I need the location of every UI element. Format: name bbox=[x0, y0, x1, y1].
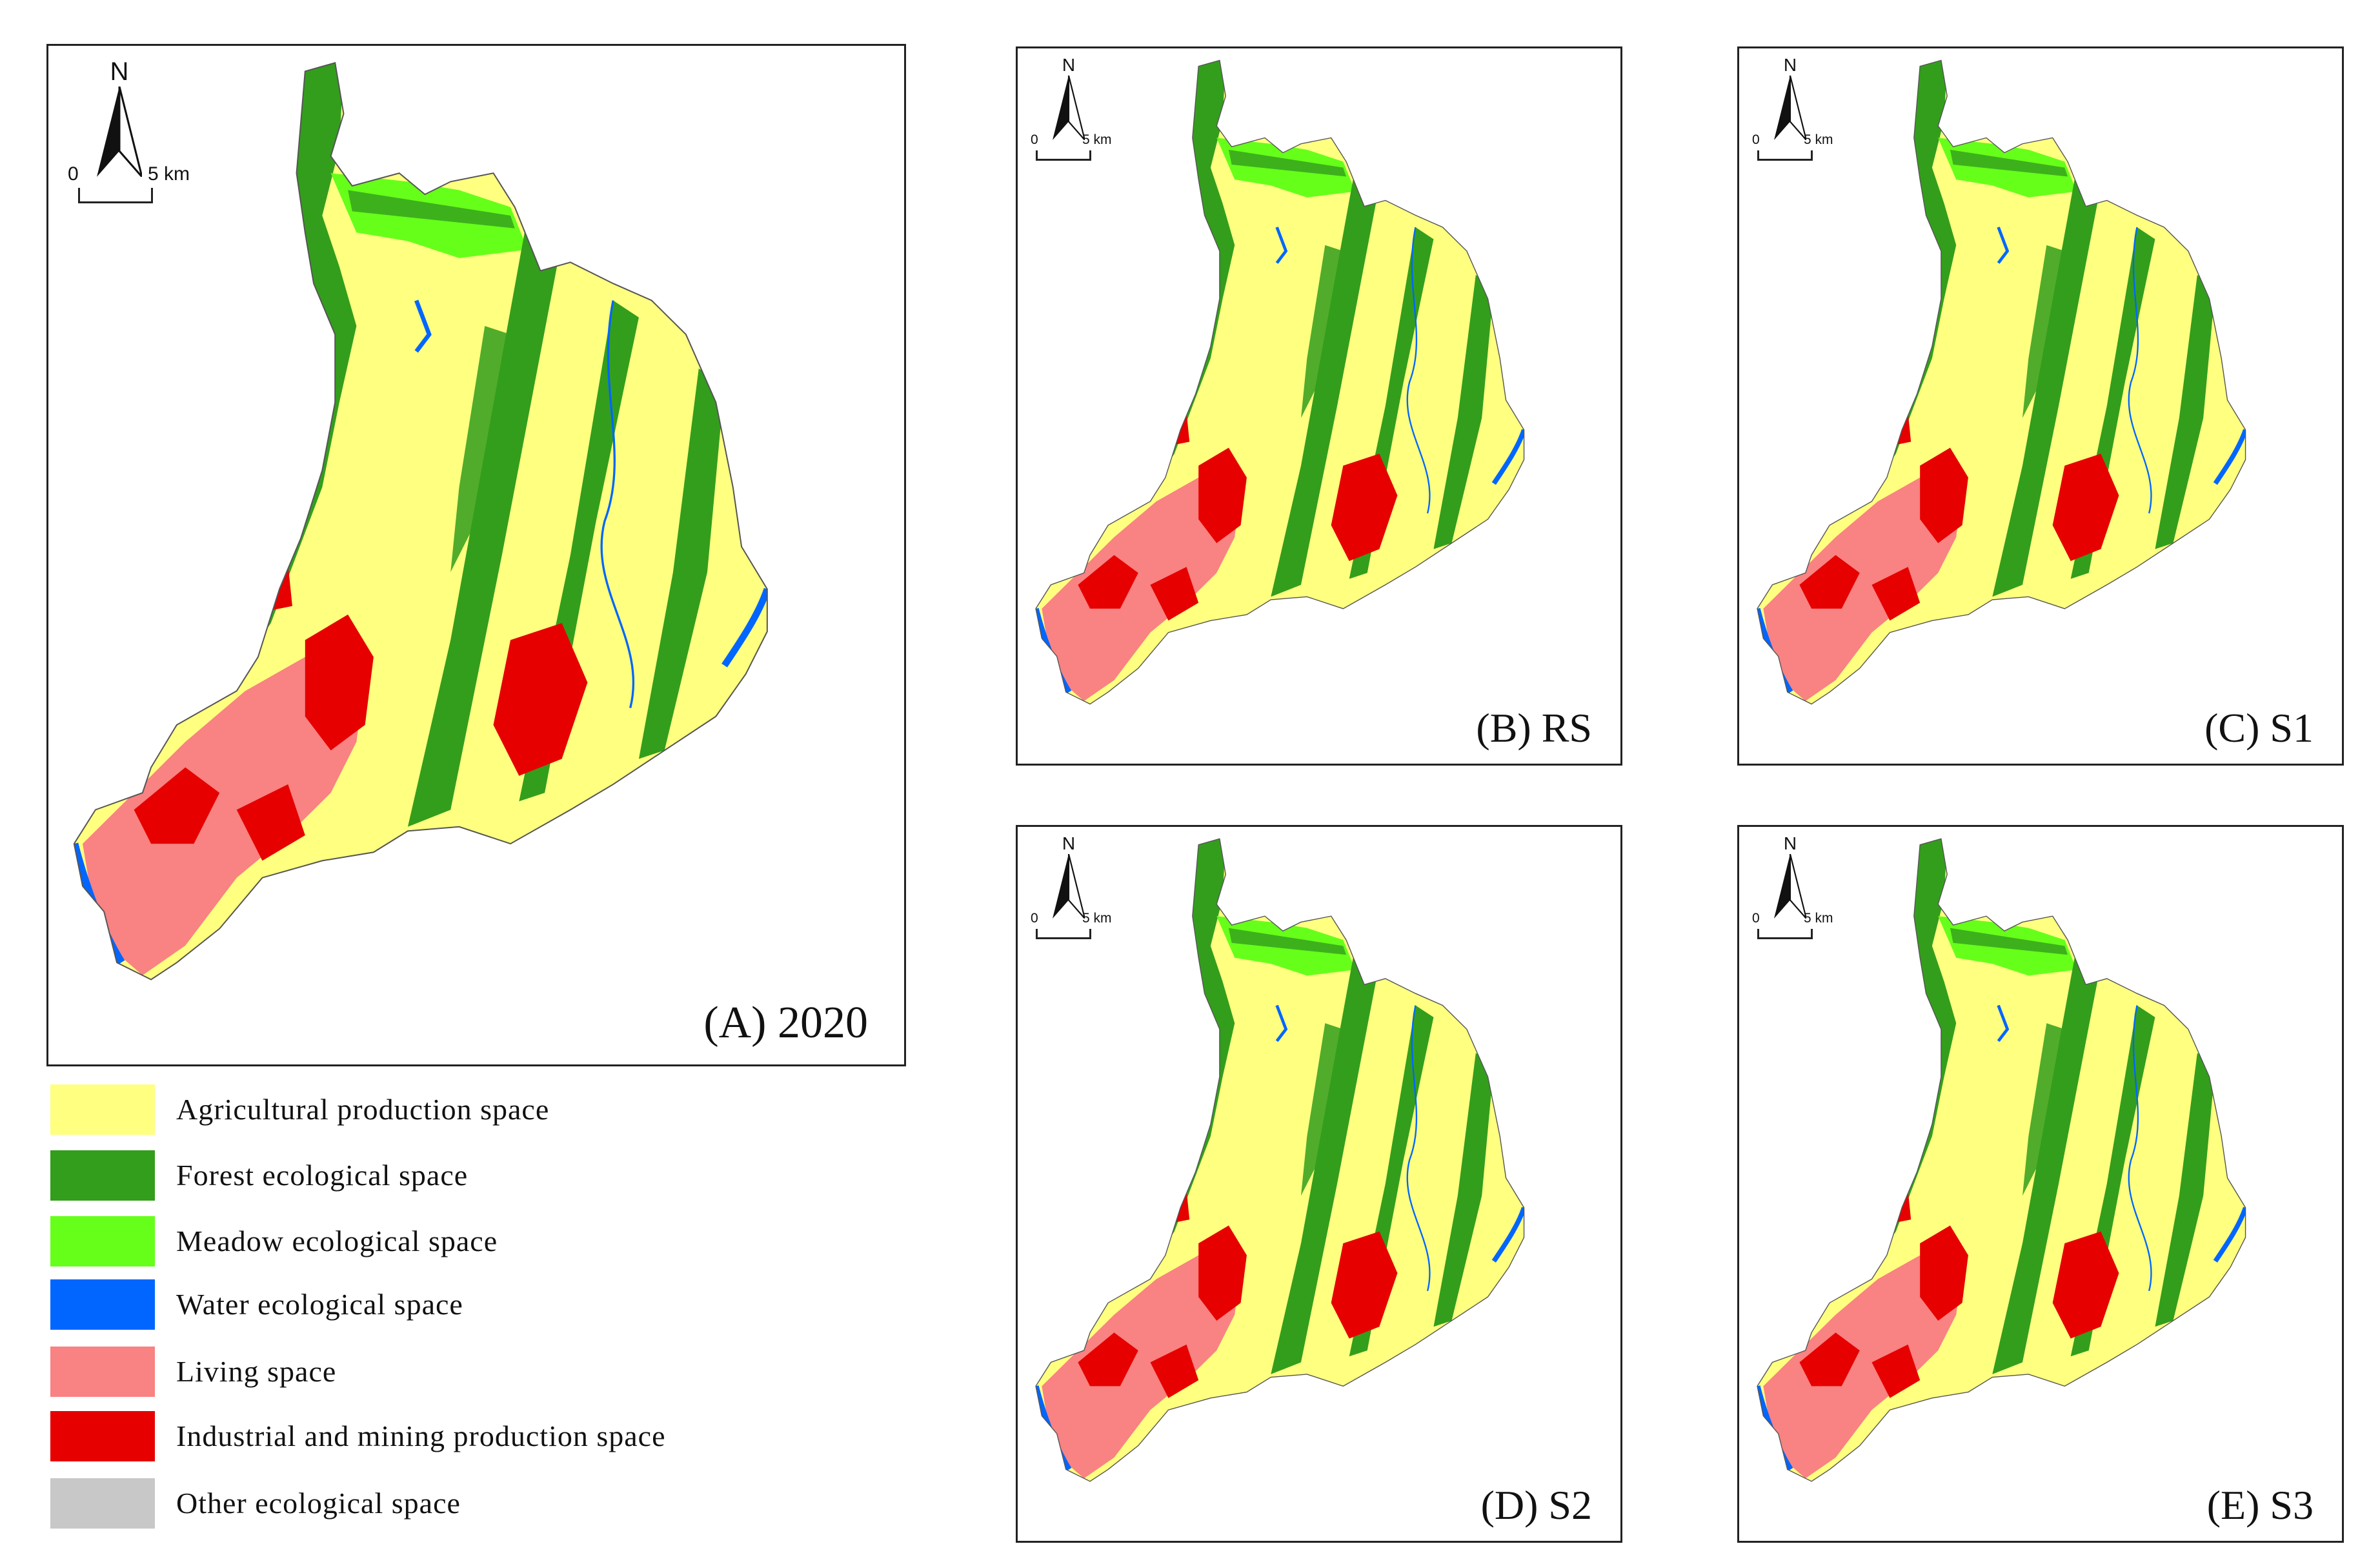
land-use-map-d bbox=[1035, 838, 1525, 1482]
land-use-map-c bbox=[1757, 59, 2246, 705]
north-arrow-icon bbox=[1774, 75, 1808, 141]
legend-swatch bbox=[50, 1216, 155, 1266]
legend-item-other: Other ecological space bbox=[50, 1478, 889, 1530]
north-label: N bbox=[1783, 833, 1797, 853]
legend-label: Other ecological space bbox=[176, 1487, 461, 1520]
legend-item-forest: Forest ecological space bbox=[50, 1150, 889, 1202]
north-arrow-d: N bbox=[1046, 833, 1091, 922]
north-arrow-icon bbox=[1053, 75, 1086, 141]
scale-bar-b: 0 5 km bbox=[1031, 132, 1121, 171]
scale-start: 0 bbox=[68, 163, 79, 185]
scale-start: 0 bbox=[1752, 132, 1760, 147]
legend-item-agricultural: Agricultural production space bbox=[50, 1084, 889, 1136]
scale-start: 0 bbox=[1752, 911, 1760, 926]
scale-bar-e: 0 5 km bbox=[1752, 911, 1842, 950]
map-panel-b: N 0 5 km (B) RS bbox=[1016, 46, 1622, 766]
legend-item-living: Living space bbox=[50, 1347, 889, 1398]
legend-swatch bbox=[50, 1084, 155, 1135]
north-arrow-c: N bbox=[1768, 55, 1813, 143]
legend-swatch bbox=[50, 1347, 155, 1397]
legend-swatch bbox=[50, 1411, 155, 1461]
scale-end: 5 km bbox=[1082, 911, 1112, 926]
legend-label: Water ecological space bbox=[176, 1288, 463, 1321]
legend-swatch bbox=[50, 1478, 155, 1529]
scale-bar-c: 0 5 km bbox=[1752, 132, 1842, 171]
scale-end: 5 km bbox=[1804, 911, 1833, 926]
map-panel-e: N 0 5 km (E) S3 bbox=[1737, 825, 2344, 1543]
map-panel-d: N 0 5 km (D) S2 bbox=[1016, 825, 1622, 1543]
panel-label-d: (D) S2 bbox=[1480, 1482, 1592, 1528]
legend-label: Agricultural production space bbox=[176, 1093, 550, 1126]
scale-end: 5 km bbox=[1082, 132, 1112, 147]
scale-bar-a: 0 5 km bbox=[68, 163, 190, 215]
legend-label: Living space bbox=[176, 1355, 337, 1388]
north-arrow-a: N bbox=[87, 57, 152, 180]
legend-item-water: Water ecological space bbox=[50, 1279, 889, 1331]
legend: Agricultural production space Forest eco… bbox=[50, 1084, 889, 1549]
legend-label: Meadow ecological space bbox=[176, 1225, 498, 1257]
north-arrow-icon bbox=[1774, 853, 1808, 919]
legend-item-meadow: Meadow ecological space bbox=[50, 1216, 889, 1268]
legend-label: Forest ecological space bbox=[176, 1159, 469, 1192]
north-arrow-icon bbox=[1053, 853, 1086, 919]
scale-start: 0 bbox=[1031, 132, 1038, 147]
north-arrow-icon bbox=[97, 86, 143, 178]
scale-end: 5 km bbox=[1804, 132, 1833, 147]
scale-bar-d: 0 5 km bbox=[1031, 911, 1121, 950]
legend-item-industrial: Industrial and mining production space bbox=[50, 1411, 889, 1463]
panel-label-e: (E) S3 bbox=[2206, 1482, 2314, 1528]
panel-label-b: (B) RS bbox=[1476, 705, 1592, 751]
north-label: N bbox=[1062, 55, 1076, 75]
north-label: N bbox=[1062, 833, 1076, 853]
legend-swatch bbox=[50, 1150, 155, 1201]
scale-end: 5 km bbox=[148, 163, 190, 185]
north-arrow-e: N bbox=[1768, 833, 1813, 922]
land-use-map-b bbox=[1035, 59, 1525, 705]
land-use-map-e bbox=[1757, 838, 2246, 1482]
land-use-map-a bbox=[73, 62, 768, 981]
legend-swatch bbox=[50, 1279, 155, 1330]
north-label: N bbox=[1783, 55, 1797, 75]
scale-start: 0 bbox=[1031, 911, 1038, 926]
legend-label: Industrial and mining production space bbox=[176, 1419, 666, 1452]
north-arrow-b: N bbox=[1046, 55, 1091, 143]
panel-label-a: (A) 2020 bbox=[703, 998, 868, 1048]
panel-label-c: (C) S1 bbox=[2204, 705, 2314, 751]
map-panel-c: N 0 5 km (C) S1 bbox=[1737, 46, 2344, 766]
map-panel-a: N 0 5 km (A) 2020 bbox=[46, 44, 906, 1066]
north-label: N bbox=[110, 57, 129, 86]
